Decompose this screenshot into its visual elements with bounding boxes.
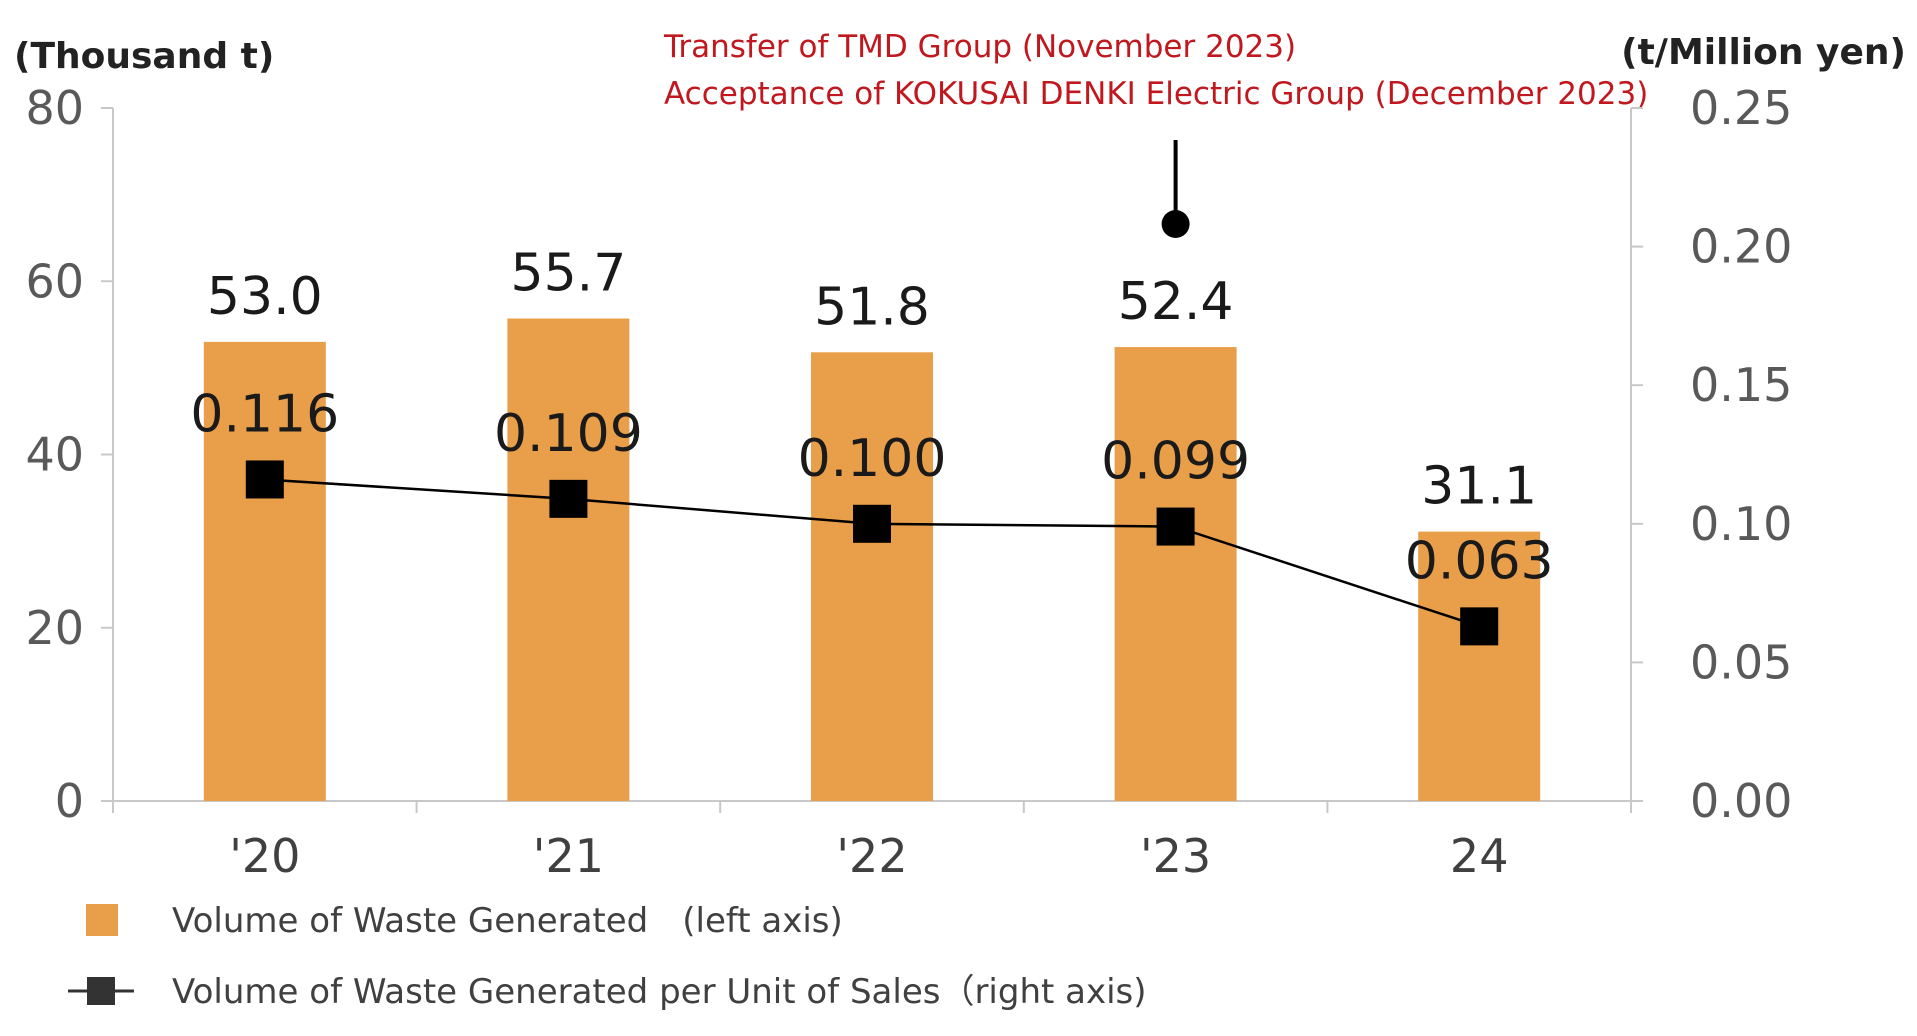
bar xyxy=(1114,347,1237,801)
left-tick-label: 80 xyxy=(25,81,84,135)
line-value-label: 0.116 xyxy=(190,384,339,444)
right-tick-label: 0.00 xyxy=(1690,774,1792,828)
line-marker xyxy=(245,460,284,499)
line-value-label: 0.099 xyxy=(1101,432,1250,492)
bar-value-label: 53.0 xyxy=(207,267,323,327)
right-axis-unit-label: (t/Million yen) xyxy=(1621,32,1906,73)
left-tick-label: 0 xyxy=(55,774,84,828)
left-tick-label: 40 xyxy=(25,428,84,482)
line-marker xyxy=(853,504,891,543)
annotation-pin-dot xyxy=(1161,210,1190,238)
bar-value-label: 55.7 xyxy=(511,243,627,303)
bar xyxy=(811,352,933,801)
bars xyxy=(203,318,1541,801)
legend-label-line: Volume of Waste Generated per Unit of Sa… xyxy=(172,972,1147,1012)
bar-value-label: 51.8 xyxy=(814,277,930,337)
line-series xyxy=(245,460,1499,646)
left-axis-unit-label: (Thousand t) xyxy=(14,36,274,77)
bar xyxy=(507,318,630,801)
x-tick-label: '22 xyxy=(836,829,907,883)
line-marker xyxy=(1460,607,1499,646)
right-tick-label: 0.20 xyxy=(1690,220,1792,274)
bar-value-label: 52.4 xyxy=(1118,272,1234,332)
legend-swatch-marker xyxy=(87,977,115,1005)
right-tick-label: 0.25 xyxy=(1690,81,1792,135)
line-value-label: 0.063 xyxy=(1405,531,1554,591)
x-tick-label: 24 xyxy=(1450,829,1509,883)
left-tick-label: 60 xyxy=(25,254,84,308)
x-tick-label: '20 xyxy=(229,829,300,883)
line-marker xyxy=(1156,507,1195,546)
line-marker xyxy=(549,479,588,518)
line-value-label: 0.109 xyxy=(494,404,643,464)
right-tick-label: 0.15 xyxy=(1690,358,1792,412)
legend-swatch-bar xyxy=(86,904,118,936)
bar xyxy=(203,341,326,801)
legend-label-bar: Volume of Waste Generated (left axis) xyxy=(172,901,843,941)
bar-value-label: 31.1 xyxy=(1421,457,1537,517)
bar xyxy=(1418,531,1541,801)
data-labels: 53.0 55.7 51.8 52.4 31.1 0.116 0.109 0.100 0.099… xyxy=(190,243,1553,591)
x-tick-label: '21 xyxy=(533,829,604,883)
axes: 0 20 40 60 80 0.00 0.05 0.10 0.15 0.20 0.25 '20 '21 '… xyxy=(25,81,1792,883)
right-tick-label: 0.05 xyxy=(1690,635,1792,689)
annotation-marker xyxy=(1161,140,1190,238)
annotation-line-1: Transfer of TMD Group (November 2023) xyxy=(663,29,1296,65)
x-tick-label: '23 xyxy=(1140,829,1211,883)
legend: Volume of Waste Generated (left axis) Vo… xyxy=(68,901,1147,1012)
right-tick-label: 0.10 xyxy=(1690,497,1792,551)
left-tick-label: 20 xyxy=(25,601,84,655)
line-value-label: 0.100 xyxy=(798,429,947,489)
annotation-line-2: Acceptance of KOKUSAI DENKI Electric Gro… xyxy=(664,76,1648,112)
